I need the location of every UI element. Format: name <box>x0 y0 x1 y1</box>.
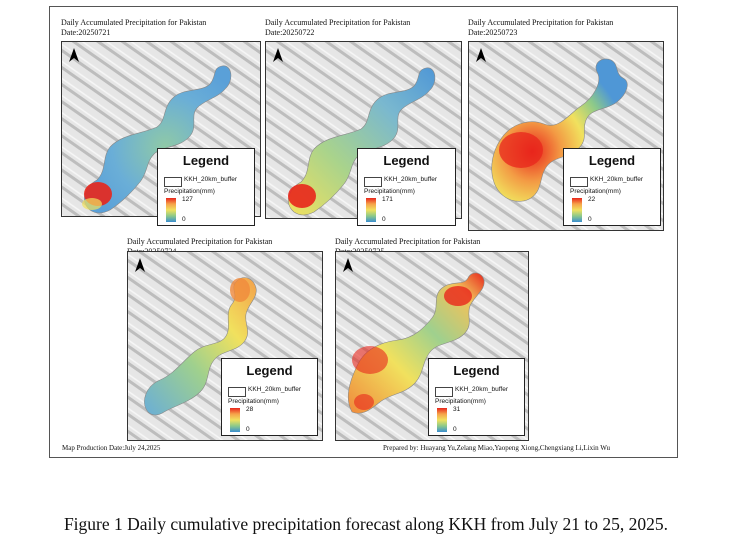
legend-max: 22 <box>588 196 595 204</box>
legend-min: 0 <box>453 426 457 434</box>
legend-max: 31 <box>453 406 460 414</box>
legend-min: 0 <box>246 426 250 434</box>
north-arrow-icon <box>272 48 284 64</box>
legend-title: Legend <box>358 153 455 169</box>
buffer-swatch <box>164 177 182 187</box>
buffer-label: KKH_20km_buffer <box>184 175 237 185</box>
panel-3-title: Daily Accumulated Precipitation for Paki… <box>468 18 613 38</box>
credits: Prepared by: Huayang Yu,Zelang Miao,Yaop… <box>383 444 610 453</box>
color-ramp <box>437 408 447 432</box>
legend-title: Legend <box>222 363 317 379</box>
legend-min: 0 <box>182 216 186 224</box>
north-arrow-icon <box>134 258 146 274</box>
panel-1-legend: Legend KKH_20km_buffer Precipitation(mm)… <box>157 148 255 226</box>
figure-caption: Figure 1 Daily cumulative precipitation … <box>0 513 732 535</box>
legend-title: Legend <box>158 153 254 169</box>
buffer-label: KKH_20km_buffer <box>455 385 508 395</box>
precip-label: Precipitation(mm) <box>435 397 486 407</box>
precip-label: Precipitation(mm) <box>228 397 279 407</box>
legend-min: 0 <box>588 216 592 224</box>
panel-5-legend: Legend KKH_20km_buffer Precipitation(mm)… <box>428 358 525 436</box>
color-ramp <box>230 408 240 432</box>
buffer-swatch <box>570 177 588 187</box>
north-arrow-icon <box>475 48 487 64</box>
color-ramp <box>166 198 176 222</box>
panel-4-legend: Legend KKH_20km_buffer Precipitation(mm)… <box>221 358 318 436</box>
buffer-label: KKH_20km_buffer <box>248 385 301 395</box>
color-ramp <box>572 198 582 222</box>
buffer-label: KKH_20km_buffer <box>384 175 437 185</box>
legend-min: 0 <box>382 216 386 224</box>
legend-max: 171 <box>382 196 393 204</box>
panel-3-legend: Legend KKH_20km_buffer Precipitation(mm)… <box>563 148 661 226</box>
north-arrow-icon <box>342 258 354 274</box>
panel-2-legend: Legend KKH_20km_buffer Precipitation(mm)… <box>357 148 456 226</box>
buffer-label: KKH_20km_buffer <box>590 175 643 185</box>
legend-max: 28 <box>246 406 253 414</box>
panel-1-title: Daily Accumulated Precipitation for Paki… <box>61 18 206 38</box>
legend-max: 127 <box>182 196 193 204</box>
buffer-swatch <box>364 177 382 187</box>
color-ramp <box>366 198 376 222</box>
buffer-swatch <box>435 387 453 397</box>
buffer-swatch <box>228 387 246 397</box>
north-arrow-icon <box>68 48 80 64</box>
production-date: Map Production Date:July 24,2025 <box>62 444 160 453</box>
panel-2-title: Daily Accumulated Precipitation for Paki… <box>265 18 410 38</box>
precip-label: Precipitation(mm) <box>570 187 621 197</box>
legend-title: Legend <box>564 153 660 169</box>
legend-title: Legend <box>429 363 524 379</box>
